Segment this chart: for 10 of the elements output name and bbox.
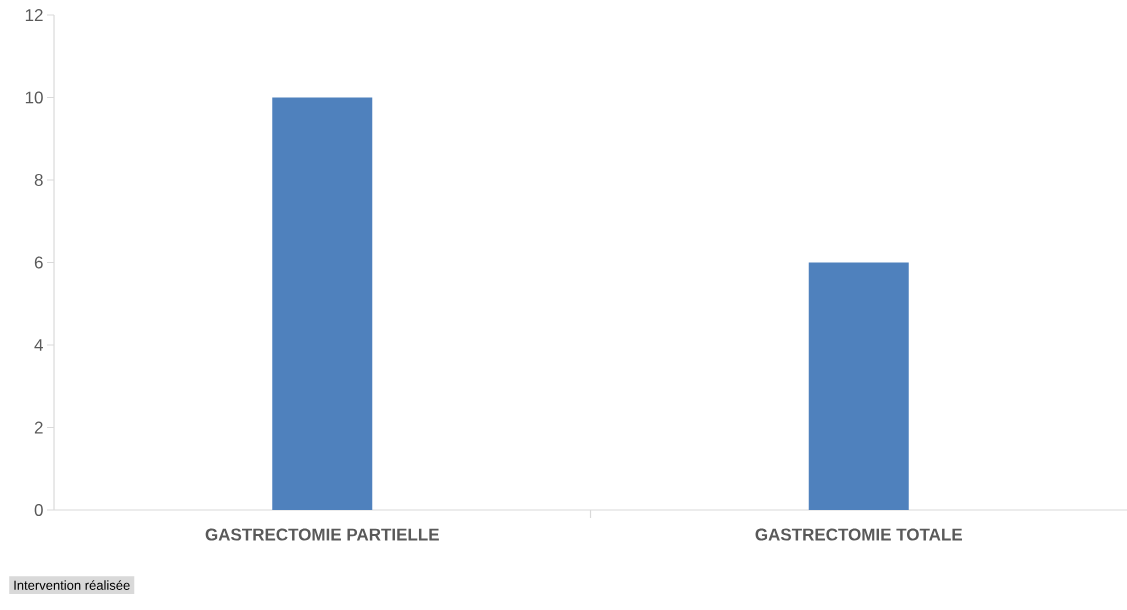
y-tick-label: 0 [34,503,43,517]
y-tick-label: 4 [34,339,43,351]
y-tick-label: 2 [34,421,43,434]
x-tick-label: GASTRECTOMIE PARTIELLE [205,528,439,541]
x-tick-label: GASTRECTOMIE TOTALE [755,528,963,541]
y-tick-label: 6 [34,256,43,269]
y-tick-label: 8 [34,173,43,187]
y-tick-label: 12 [25,9,43,21]
x-axis-title: Intervention réalisée [14,580,130,590]
y-tick-label: 10 [25,91,43,104]
